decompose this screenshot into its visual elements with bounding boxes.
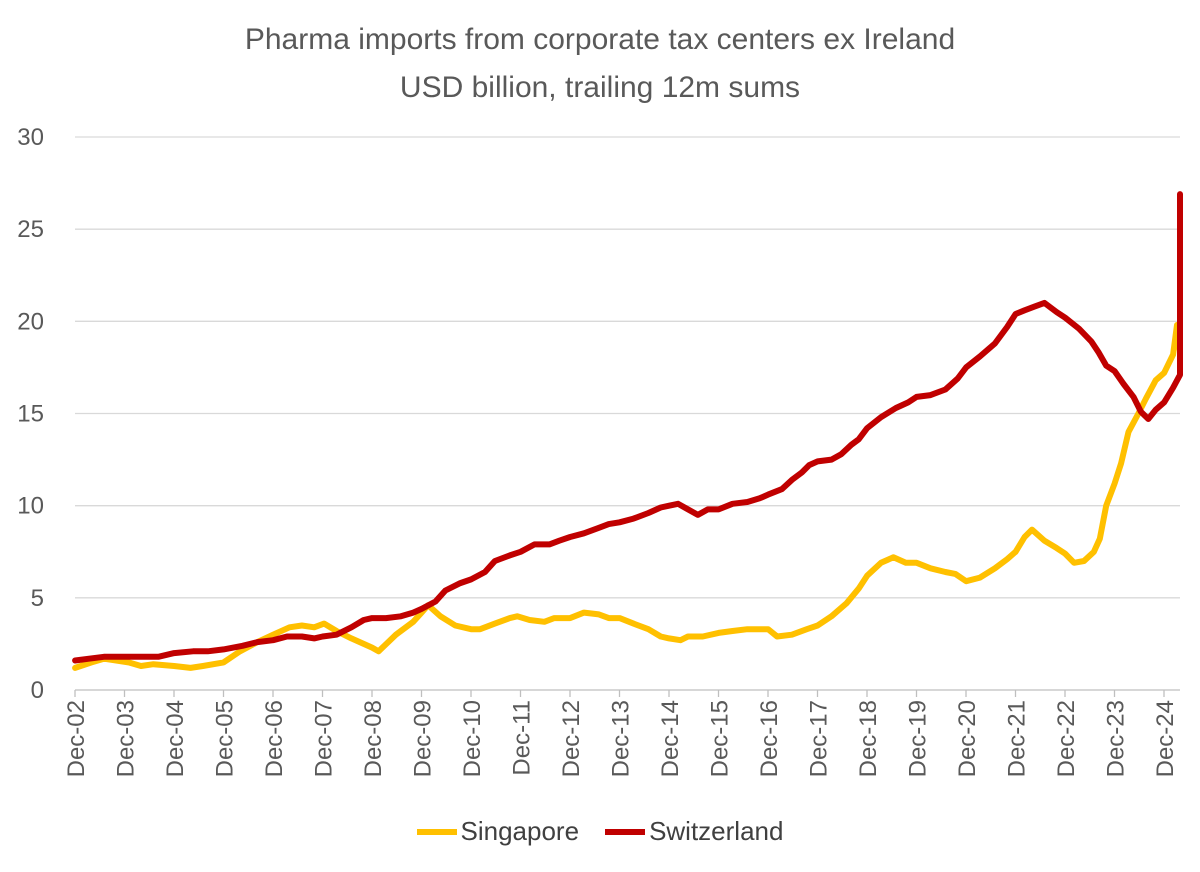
- x-tick-label: Dec-13: [608, 700, 635, 777]
- x-tick-label: Dec-09: [410, 700, 437, 777]
- x-tick-label: Dec-15: [707, 700, 734, 777]
- x-tick-label: Dec-08: [360, 700, 387, 777]
- gridlines: [75, 136, 1180, 599]
- y-tick-label: 10: [17, 493, 44, 520]
- x-tick-label: Dec-16: [756, 700, 783, 777]
- x-tick-label: Dec-05: [212, 700, 239, 777]
- x-tick-label: Dec-07: [311, 700, 338, 777]
- x-tick-label: Dec-22: [1053, 700, 1080, 777]
- legend-item-switzerland: Switzerland: [605, 816, 783, 847]
- y-tick-label: 0: [31, 677, 44, 704]
- legend-swatch-singapore: [416, 828, 457, 835]
- series-line-switzerland: [72, 191, 1183, 664]
- series-layer: [72, 191, 1183, 671]
- x-tick-label: Dec-20: [954, 700, 981, 777]
- legend-label-switzerland: Switzerland: [649, 816, 784, 846]
- x-tick-label: Dec-04: [162, 700, 189, 777]
- x-tick-label: Dec-23: [1103, 700, 1130, 777]
- x-tick-label: Dec-10: [459, 700, 486, 777]
- x-tick-label: Dec-12: [558, 700, 585, 777]
- x-tick-label: Dec-18: [855, 700, 882, 777]
- x-axis: Dec-02 Dec-03 Dec-04 Dec-05 Dec-06 Dec-07 Dec-…: [63, 689, 1180, 777]
- chart-title: Pharma imports from corporate tax center…: [244, 23, 956, 56]
- x-tick-label: Dec-17: [806, 700, 833, 777]
- x-tick-label: Dec-24: [1152, 700, 1179, 777]
- y-tick-label: 15: [17, 401, 44, 428]
- legend-label-singapore: Singapore: [460, 816, 580, 846]
- y-axis: 0 5 10 15 20 25 30: [17, 124, 44, 704]
- legend-item-singapore: Singapore: [416, 816, 580, 847]
- x-tick-label: Dec-11: [509, 700, 536, 776]
- series-line-singapore: [72, 322, 1183, 671]
- y-tick-label: 25: [17, 216, 44, 243]
- x-tick-label: Dec-21: [1004, 700, 1031, 777]
- x-tick-label: Dec-03: [113, 700, 140, 777]
- x-tick-label: Dec-02: [63, 700, 90, 777]
- y-tick-label: 5: [31, 585, 44, 612]
- x-tick-label: Dec-06: [261, 700, 288, 777]
- legend: Singapore Switzerland: [0, 816, 1200, 847]
- x-tick-label: Dec-14: [657, 700, 684, 777]
- y-tick-label: 20: [17, 308, 44, 335]
- chart-subtitle: USD billion, trailing 12m sums: [399, 71, 801, 104]
- y-tick-label: 30: [17, 124, 44, 151]
- legend-swatch-switzerland: [605, 828, 646, 835]
- x-tick-label: Dec-19: [905, 700, 932, 777]
